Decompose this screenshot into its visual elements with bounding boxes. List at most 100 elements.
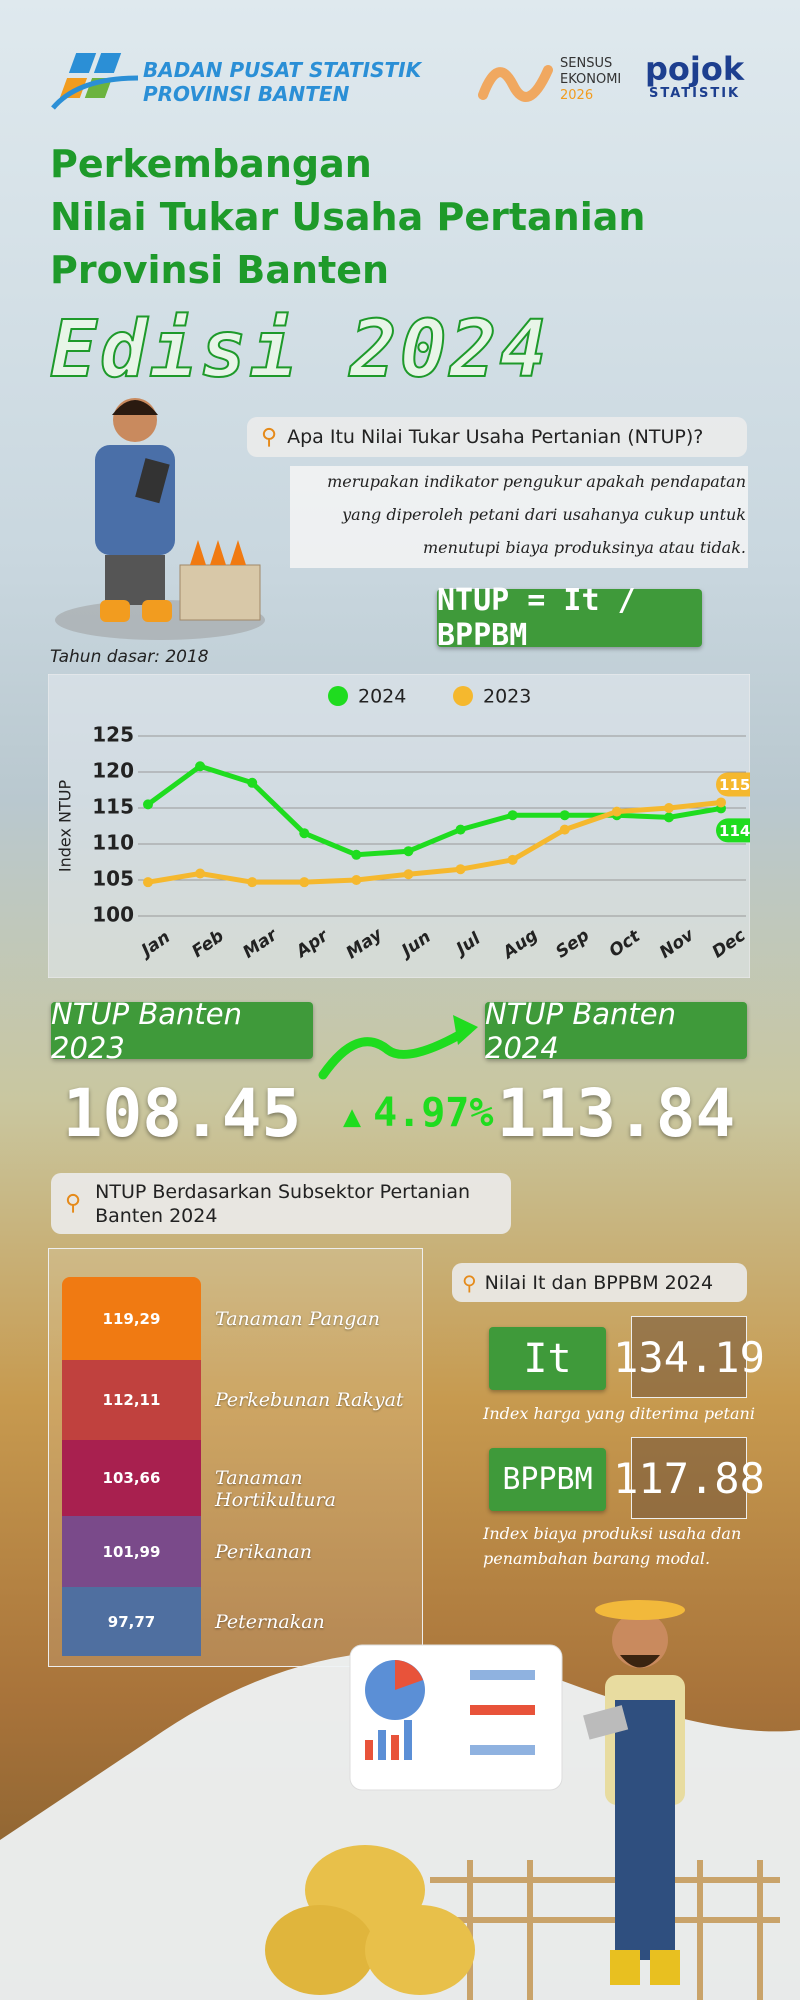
subsector-name: Perikanan [215,1540,312,1563]
chart-panel [48,674,750,978]
point [143,877,153,888]
pojok-sub: STATISTIK [649,86,741,101]
series-line [146,763,722,858]
point [247,877,258,888]
subsector-title-line: NTUP Berdasarkan Subsektor Pertanian [95,1180,471,1203]
point [403,869,414,880]
point [299,877,310,888]
bppbm-value: 117.88 [613,1437,765,1519]
point [195,868,206,879]
value-label: 115.77 [719,776,750,794]
farmer-illustration [55,398,265,640]
subsector-title-line: Banten 2024 [95,1204,218,1227]
point [299,828,310,839]
base-year: Tahun dasar: 2018 [50,647,209,667]
y-tick-label: 100 [92,903,134,927]
up-triangle: ▲ [343,1099,362,1134]
subsector-name: Peternakan [215,1610,325,1633]
point [559,810,570,821]
it-title: Nilai It dan BPPBM 2024 [484,1271,714,1294]
value-label-bg [716,818,750,843]
subsector-block: 112,11 [62,1360,201,1440]
value-label: 114.94 [719,822,750,840]
point [507,854,518,865]
point [663,812,674,823]
summary-value: 113.84 [496,1075,736,1152]
point [611,806,622,817]
y-tick-label: 110 [92,831,134,855]
arrow [318,1015,478,1080]
definition-box [290,466,748,568]
search-icon: ⚲ [65,1191,82,1216]
subsector-block: 101,99 [62,1516,201,1587]
point [716,797,726,808]
pojok-word: pojok [645,50,745,88]
definition-line: yang diperoleh petani dari usahanya cuku… [342,505,746,524]
search-icon: ⚲ [462,1270,477,1295]
title-line: Nilai Tukar Usaha Pertanian [50,195,646,239]
formula: NTUP = It / BPPBM [437,583,702,653]
edition: Edisi 2024 [49,304,550,396]
y-tick-label: 105 [92,867,134,891]
farm-illustration [0,1600,800,2000]
point [455,824,466,835]
it-caption: Index harga yang diterima petani [483,1404,755,1423]
change: ▲ 4.97% [343,1090,493,1136]
subsector-block: 119,29 [62,1277,201,1360]
definition-line: merupakan indikator pengukur apakah pend… [327,472,746,491]
summary-value: 108.45 [62,1075,302,1152]
point [559,824,570,835]
legend-marker [453,686,473,706]
question-text: Apa Itu Nilai Tukar Usaha Pertanian (NTU… [287,426,704,448]
series-line [147,799,722,885]
point [455,864,466,875]
bppbm-caption: Index biaya produksi usaha dan [483,1524,742,1543]
point [195,761,206,772]
sensus-line: 2026 [560,88,594,103]
definition-line: menutupi biaya produksinya atau tidak. [422,538,746,557]
sensus-line: EKONOMI [560,72,622,87]
y-tick-label: 120 [92,759,134,783]
sensus-text: SENSUS EKONOMI 2026 [560,56,621,104]
point [507,810,518,821]
subsector-name: Perkebunan Rakyat [215,1389,404,1411]
point [403,846,414,857]
point [351,875,362,885]
bppbm-label: BPPBM [489,1448,606,1511]
legend-label: 2024 [358,686,406,708]
value-label-bg [716,772,750,797]
subsector-name: Tanaman Pangan [215,1307,380,1330]
point [247,777,258,788]
it-value: 134.19 [613,1316,765,1398]
org-name: BADAN PUSAT STATISTIK PROVINSI BANTEN [143,58,421,106]
sensus-line: SENSUS [560,56,613,71]
it-title-box: ⚲ Nilai It dan BPPBM 2024 [452,1263,747,1302]
it-label: It [489,1327,606,1390]
question-box: ⚲ Apa Itu Nilai Tukar Usaha Pertanian (NT… [247,417,747,457]
sensus-logo [478,65,553,102]
title-line: Perkembangan [50,142,372,186]
subsector-title: ⚲ NTUP Berdasarkan Subsektor Pertanian Ban… [51,1173,511,1234]
summary-label: NTUP Banten 2023 [51,997,313,1065]
org-line: PROVINSI BANTEN [143,82,350,106]
bppbm-caption: penambahan barang modal. [483,1549,711,1568]
point [143,799,153,810]
legend-marker [328,686,348,706]
change-value: 4.97% [373,1090,494,1136]
y-tick-label: 125 [92,723,134,747]
search-icon: ⚲ [261,424,278,450]
subsector-block: 103,66 [62,1440,201,1516]
subsector-name: Tanaman Hortikultura [215,1467,336,1511]
legend-label: 2023 [483,686,531,708]
y-axis-label: Index NTUP [56,780,75,873]
point [351,849,362,860]
point [663,803,674,813]
pojok-logo: pojok STATISTIK [645,52,744,101]
subsector-panel: 119,29 Tanaman Pangan 112,11 Perkebunan Rak… [48,1248,423,1667]
org-line: BADAN PUSAT STATISTIK [143,58,422,82]
y-tick-label: 115 [92,795,134,819]
subsector-block: 97,77 [62,1587,201,1656]
summary-label: NTUP Banten 2024 [485,997,747,1065]
